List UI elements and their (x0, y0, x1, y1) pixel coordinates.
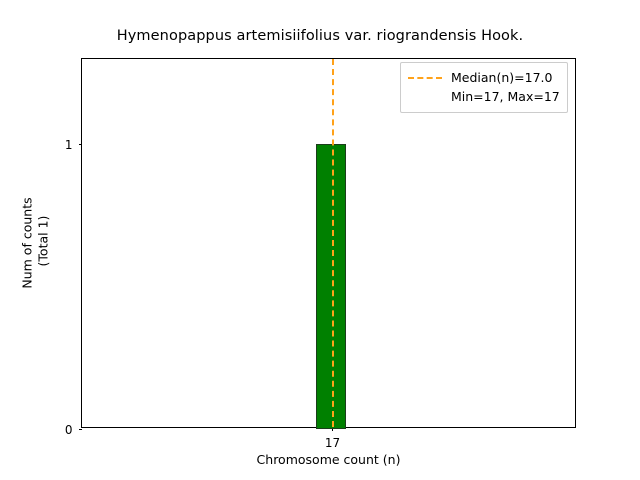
ytick-label-0: 0 (64, 423, 73, 437)
ytick-mark-0: 0 (65, 424, 82, 436)
median-line (331, 59, 334, 427)
y-axis-label-container: Num of counts (Total 1) (0, 58, 70, 428)
ytick-label-1: 1 (64, 138, 73, 152)
x-axis-label: Chromosome count (n) (256, 452, 401, 467)
legend-label-minmax: Min=17, Max=17 (451, 89, 560, 104)
page-title: Hymenopappus artemisiifolius var. riogra… (116, 28, 524, 44)
legend-swatch-dashed-line (408, 76, 442, 79)
y-axis-label: Num of counts (Total 1) (19, 197, 50, 289)
legend-entry-minmax: Min=17, Max=17 (408, 87, 560, 106)
legend-entry-median: Median(n)=17.0 (408, 68, 560, 87)
plot-area: 0 1 17 Median(n)=17.0 Min=17, Max=17 (65, 58, 576, 449)
ytick-mark-1: 1 (65, 139, 82, 151)
xtick-label-17: 17 (324, 435, 341, 450)
legend: Median(n)=17.0 Min=17, Max=17 (400, 62, 568, 113)
legend-label-median: Median(n)=17.0 (451, 70, 553, 85)
bar-17 (316, 144, 346, 429)
